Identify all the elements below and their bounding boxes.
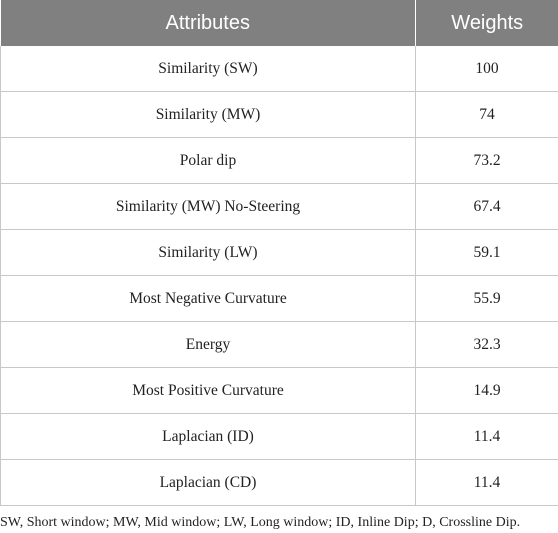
attributes-weights-table: Attributes Weights Similarity (SW) 100 S… bbox=[0, 0, 558, 506]
weight-cell: 11.4 bbox=[415, 459, 558, 506]
header-weights: Weights bbox=[415, 0, 558, 46]
table-row: Similarity (LW) 59.1 bbox=[0, 229, 558, 276]
table-row: Laplacian (CD) 11.4 bbox=[0, 459, 558, 506]
table-row: Similarity (SW) 100 bbox=[0, 46, 558, 92]
table-row: Energy 32.3 bbox=[0, 321, 558, 368]
attribute-cell: Similarity (SW) bbox=[0, 46, 416, 92]
table-row: Most Positive Curvature 14.9 bbox=[0, 367, 558, 414]
table-row: Most Negative Curvature 55.9 bbox=[0, 275, 558, 322]
header-attributes: Attributes bbox=[0, 0, 416, 46]
attribute-cell: Polar dip bbox=[0, 137, 416, 184]
weight-cell: 55.9 bbox=[415, 275, 558, 322]
weight-cell: 73.2 bbox=[415, 137, 558, 184]
attribute-cell: Laplacian (CD) bbox=[0, 459, 416, 506]
table-footnote: SW, Short window; MW, Mid window; LW, Lo… bbox=[0, 515, 521, 530]
table-row: Similarity (MW) 74 bbox=[0, 91, 558, 138]
attribute-cell: Similarity (MW) No-Steering bbox=[0, 183, 416, 230]
table-body: Similarity (SW) 100 Similarity (MW) 74 P… bbox=[0, 46, 558, 506]
weight-cell: 32.3 bbox=[415, 321, 558, 368]
attribute-cell: Laplacian (ID) bbox=[0, 413, 416, 460]
table-row: Laplacian (ID) 11.4 bbox=[0, 413, 558, 460]
header-row: Attributes Weights bbox=[0, 0, 558, 46]
attribute-cell: Energy bbox=[0, 321, 416, 368]
weight-cell: 74 bbox=[415, 91, 558, 138]
weight-cell: 59.1 bbox=[415, 229, 558, 276]
attribute-cell: Most Positive Curvature bbox=[0, 367, 416, 414]
attributes-weights-table-container: Attributes Weights Similarity (SW) 100 S… bbox=[0, 0, 558, 506]
weight-cell: 67.4 bbox=[415, 183, 558, 230]
table-row: Polar dip 73.2 bbox=[0, 137, 558, 184]
attribute-cell: Similarity (MW) bbox=[0, 91, 416, 138]
table-header: Attributes Weights bbox=[0, 0, 558, 46]
weight-cell: 11.4 bbox=[415, 413, 558, 460]
table-row: Similarity (MW) No-Steering 67.4 bbox=[0, 183, 558, 230]
weight-cell: 100 bbox=[415, 46, 558, 92]
attribute-cell: Similarity (LW) bbox=[0, 229, 416, 276]
weight-cell: 14.9 bbox=[415, 367, 558, 414]
attribute-cell: Most Negative Curvature bbox=[0, 275, 416, 322]
